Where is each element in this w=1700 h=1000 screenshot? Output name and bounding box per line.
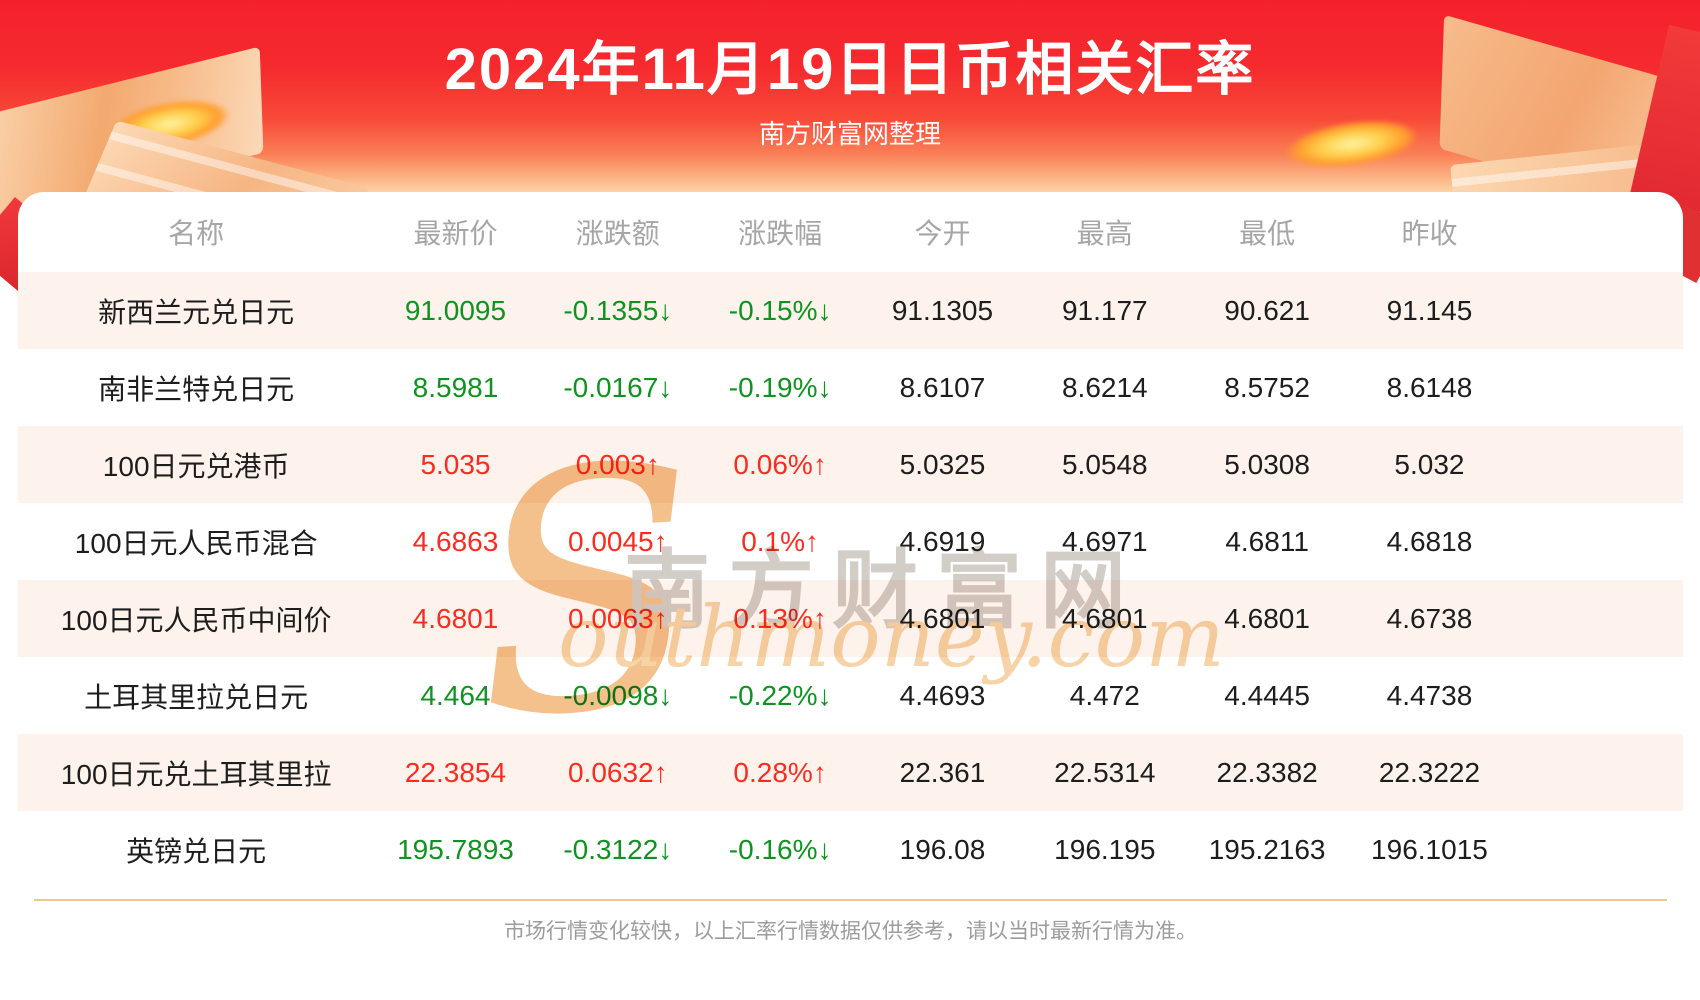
cell-latest: 22.3854	[404, 756, 507, 788]
cell-latest: 195.7893	[397, 833, 514, 865]
cell-open: 91.1305	[891, 294, 994, 326]
cell-high: 196.195	[1054, 833, 1156, 865]
cell-name: 100日元兑土耳其里拉	[60, 758, 332, 790]
table-row: 100日元人民币混合 4.6863 0.0045↑ 0.1%↑ 4.6919 4…	[18, 503, 1683, 580]
cell-high: 91.177	[1061, 294, 1148, 326]
spacer-cell	[1511, 811, 1683, 888]
cell-change-pct: 0.06%↑	[733, 448, 827, 480]
cell-high: 4.472	[1069, 679, 1140, 711]
col-header-high: 最高	[1076, 218, 1133, 249]
rates-table: 名称 最新价 涨跌额 涨跌幅 今开 最高 最低 昨收 新西兰元兑日元 91.00…	[18, 192, 1683, 888]
col-header-change-pct: 涨跌幅	[738, 218, 823, 249]
cell-latest: 91.0095	[404, 294, 507, 326]
cell-change: 0.0045↑	[567, 525, 668, 557]
col-header-low: 最低	[1239, 218, 1296, 249]
cell-open: 196.08	[899, 833, 986, 865]
cell-latest: 8.5981	[412, 371, 499, 403]
table-row: 100日元人民币中间价 4.6801 0.0063↑ 0.13%↑ 4.6801…	[18, 580, 1683, 657]
cell-name: 100日元人民币中间价	[60, 604, 332, 636]
cell-low: 5.0308	[1224, 448, 1310, 480]
col-header-name: 名称	[168, 218, 225, 249]
table-row: 100日元兑港币 5.035 0.003↑ 0.06%↑ 5.0325 5.05…	[18, 426, 1683, 503]
spacer-cell	[1511, 580, 1683, 657]
cell-name: 英镑兑日元	[126, 835, 267, 867]
cell-prev-close: 4.6738	[1386, 602, 1473, 634]
cell-change: -0.0167↓	[563, 371, 673, 403]
cell-high: 4.6801	[1061, 602, 1148, 634]
cell-open: 8.6107	[899, 371, 986, 403]
cell-prev-close: 8.6148	[1386, 371, 1473, 403]
spacer-cell	[1511, 349, 1683, 426]
cell-change-pct: -0.15%↓	[728, 294, 832, 326]
table-row: 英镑兑日元 195.7893 -0.3122↓ -0.16%↓ 196.08 1…	[18, 811, 1683, 888]
cell-open: 4.6919	[899, 525, 986, 557]
rates-card: 名称 最新价 涨跌额 涨跌幅 今开 最高 最低 昨收 新西兰元兑日元 91.00…	[18, 192, 1683, 1000]
cell-latest: 5.035	[420, 448, 491, 480]
page-subtitle: 南方财富网整理	[758, 119, 941, 149]
cell-change-pct: 0.13%↑	[733, 602, 827, 634]
table-row: 土耳其里拉兑日元 4.464 -0.0098↓ -0.22%↓ 4.4693 4…	[18, 657, 1683, 734]
footer-note: 市场行情变化较快，以上汇率行情数据仅供参考，请以当时最新行情为准。	[504, 920, 1197, 943]
cell-open: 5.0325	[899, 448, 986, 480]
spacer-cell	[1511, 272, 1683, 349]
cell-change: 0.0063↑	[567, 602, 668, 634]
cell-prev-close: 4.4738	[1386, 679, 1473, 711]
cell-latest: 4.6801	[412, 602, 499, 634]
cell-high: 4.6971	[1061, 525, 1148, 557]
cell-open: 22.361	[899, 756, 986, 788]
cell-change: 0.003↑	[575, 448, 660, 480]
cell-change-pct: 0.28%↑	[733, 756, 827, 788]
cell-prev-close: 4.6818	[1386, 525, 1473, 557]
cell-prev-close: 5.032	[1394, 448, 1465, 480]
footer-divider	[34, 899, 1667, 901]
cell-prev-close: 91.145	[1386, 294, 1473, 326]
cell-name: 100日元人民币混合	[74, 527, 318, 559]
cell-change-pct: -0.16%↓	[728, 833, 832, 865]
cell-change: 0.0632↑	[567, 756, 668, 788]
spacer-cell	[1511, 426, 1683, 503]
cell-low: 4.6811	[1225, 525, 1309, 557]
col-header-prev-close: 昨收	[1401, 218, 1458, 249]
cell-open: 4.4693	[899, 679, 986, 711]
header-row: 名称 最新价 涨跌额 涨跌幅 今开 最高 最低 昨收	[18, 192, 1683, 272]
spacer-cell	[1511, 734, 1683, 811]
spacer-cell	[1511, 503, 1683, 580]
cell-low: 4.6801	[1224, 602, 1310, 634]
cell-prev-close: 22.3222	[1378, 756, 1481, 788]
cell-change-pct: 0.1%↑	[741, 525, 820, 557]
cell-change: -0.0098↓	[563, 679, 673, 711]
cell-latest: 4.464	[420, 679, 491, 711]
table-row: 100日元兑土耳其里拉 22.3854 0.0632↑ 0.28%↑ 22.36…	[18, 734, 1683, 811]
cell-high: 5.0548	[1061, 448, 1148, 480]
cell-high: 8.6214	[1061, 371, 1148, 403]
cell-change: -0.1355↓	[563, 294, 673, 326]
page-title: 2024年11月19日日币相关汇率	[444, 37, 1256, 102]
table-row: 新西兰元兑日元 91.0095 -0.1355↓ -0.15%↓ 91.1305…	[18, 272, 1683, 349]
table-row: 南非兰特兑日元 8.5981 -0.0167↓ -0.19%↓ 8.6107 8…	[18, 349, 1683, 426]
cell-change-pct: -0.19%↓	[728, 371, 832, 403]
cell-low: 90.621	[1224, 294, 1310, 326]
spacer-cell	[1511, 192, 1683, 272]
cell-change-pct: -0.22%↓	[728, 679, 832, 711]
cell-low: 8.5752	[1224, 371, 1310, 403]
cell-name: 新西兰元兑日元	[98, 296, 295, 328]
spacer-cell	[1511, 657, 1683, 734]
cell-open: 4.6801	[899, 602, 986, 634]
cell-high: 22.5314	[1054, 756, 1156, 788]
cell-change: -0.3122↓	[563, 833, 673, 865]
col-header-open: 今开	[914, 218, 971, 249]
cell-latest: 4.6863	[412, 525, 499, 557]
cell-low: 22.3382	[1216, 756, 1318, 788]
cell-name: 南非兰特兑日元	[98, 373, 295, 405]
cell-name: 土耳其里拉兑日元	[84, 681, 309, 713]
col-header-change: 涨跌额	[575, 218, 660, 249]
cell-low: 4.4445	[1224, 679, 1310, 711]
col-header-latest: 最新价	[413, 218, 498, 249]
banner: 2024年11月19日日币相关汇率 南方财富网整理	[0, 0, 1700, 302]
cell-name: 100日元兑港币	[102, 450, 290, 482]
cell-prev-close: 196.1015	[1371, 833, 1488, 865]
cell-low: 195.2163	[1208, 833, 1326, 865]
